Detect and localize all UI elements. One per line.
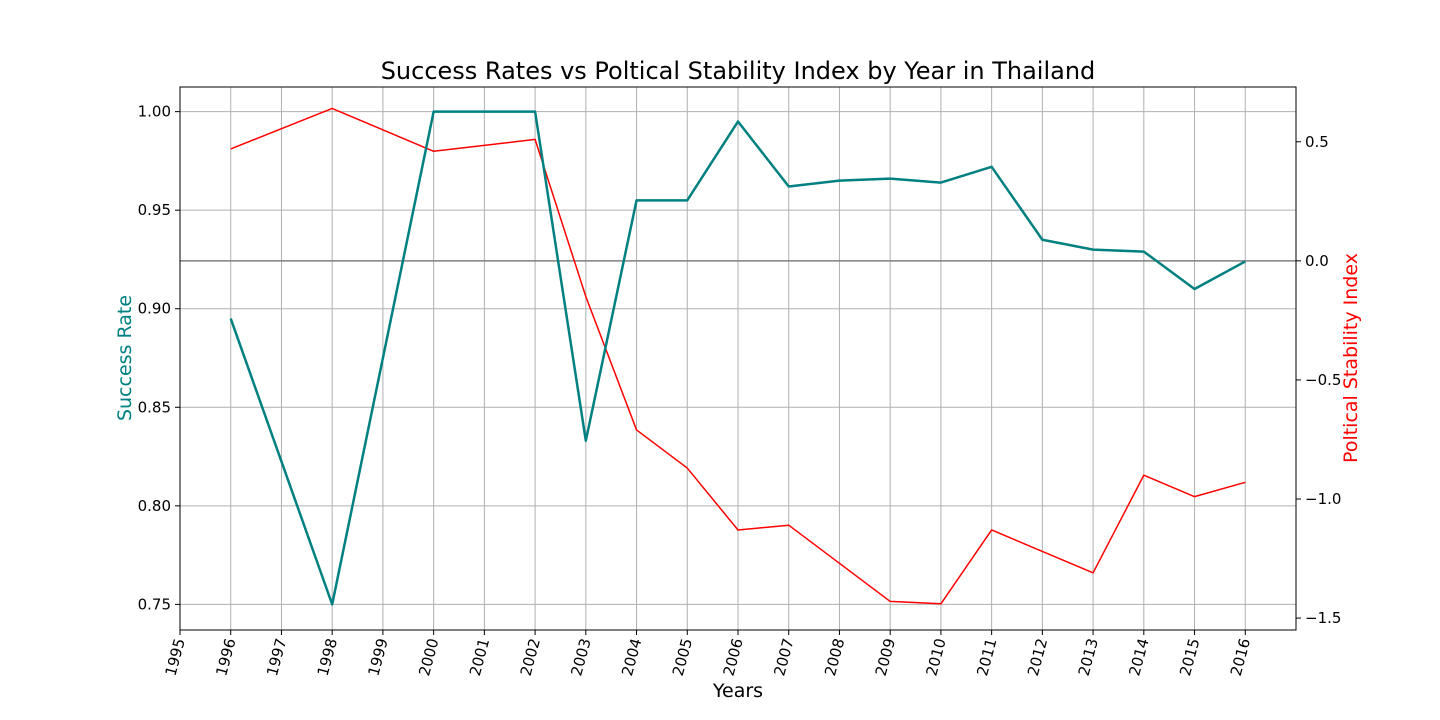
x-tick-label: 2006 xyxy=(720,636,747,678)
right-y-tick-label: −1.5 xyxy=(1305,609,1341,627)
x-tick-label: 2002 xyxy=(517,636,544,678)
x-tick-label: 1998 xyxy=(314,636,341,678)
right-y-axis-title: Poltical Stability Index xyxy=(1340,253,1362,463)
right-y-tick-label: 0.0 xyxy=(1305,252,1329,270)
x-tick-label: 2010 xyxy=(923,636,950,678)
right-y-axis-ticks: −1.5 −1.0 −0.5 0.0 0.5 xyxy=(1296,133,1341,627)
left-y-tick-label: 0.80 xyxy=(138,497,171,515)
right-y-tick-label: −0.5 xyxy=(1305,371,1341,389)
grid xyxy=(179,87,1296,630)
left-y-axis-ticks: 0.75 0.80 0.85 0.90 0.95 1.00 xyxy=(138,103,180,613)
x-axis-ticks: 1995 1996 1997 1998 1999 2000 2001 2002 2003 2004… xyxy=(162,630,1254,678)
x-tick-label: 1997 xyxy=(263,636,290,678)
left-y-tick-label: 0.85 xyxy=(138,398,171,416)
x-tick-label: 2004 xyxy=(618,636,645,678)
x-tick-label: 2005 xyxy=(669,636,696,678)
left-y-tick-label: 0.75 xyxy=(138,595,171,613)
left-y-axis-title: Success Rate xyxy=(114,295,136,421)
left-y-tick-label: 0.95 xyxy=(138,201,171,219)
left-y-tick-label: 1.00 xyxy=(138,103,171,121)
x-tick-label: 2003 xyxy=(567,636,594,678)
right-y-tick-label: 0.5 xyxy=(1305,133,1329,151)
x-tick-label: 2007 xyxy=(770,636,797,678)
x-tick-label: 2015 xyxy=(1176,636,1203,678)
x-tick-label: 1995 xyxy=(162,636,189,678)
series-group xyxy=(229,107,1246,606)
right-y-tick-label: −1.0 xyxy=(1305,490,1341,508)
left-y-tick-label: 0.90 xyxy=(138,300,171,318)
x-tick-label: 1996 xyxy=(212,636,239,678)
x-tick-label: 2009 xyxy=(872,636,899,678)
political-stability-line xyxy=(230,107,1246,605)
x-tick-label: 2012 xyxy=(1024,636,1051,678)
x-tick-label: 2014 xyxy=(1125,636,1152,678)
success-rate-line xyxy=(229,110,1246,606)
x-axis-title: Years xyxy=(712,680,763,702)
x-tick-label: 1999 xyxy=(365,636,392,678)
x-tick-label: 2000 xyxy=(415,636,442,678)
chart-title: Success Rates vs Poltical Stability Inde… xyxy=(381,57,1096,85)
x-tick-label: 2011 xyxy=(973,636,1000,678)
x-tick-label: 2008 xyxy=(821,636,848,678)
x-tick-label: 2001 xyxy=(466,636,493,678)
x-tick-label: 2016 xyxy=(1227,636,1254,678)
x-tick-label: 2013 xyxy=(1075,636,1102,678)
